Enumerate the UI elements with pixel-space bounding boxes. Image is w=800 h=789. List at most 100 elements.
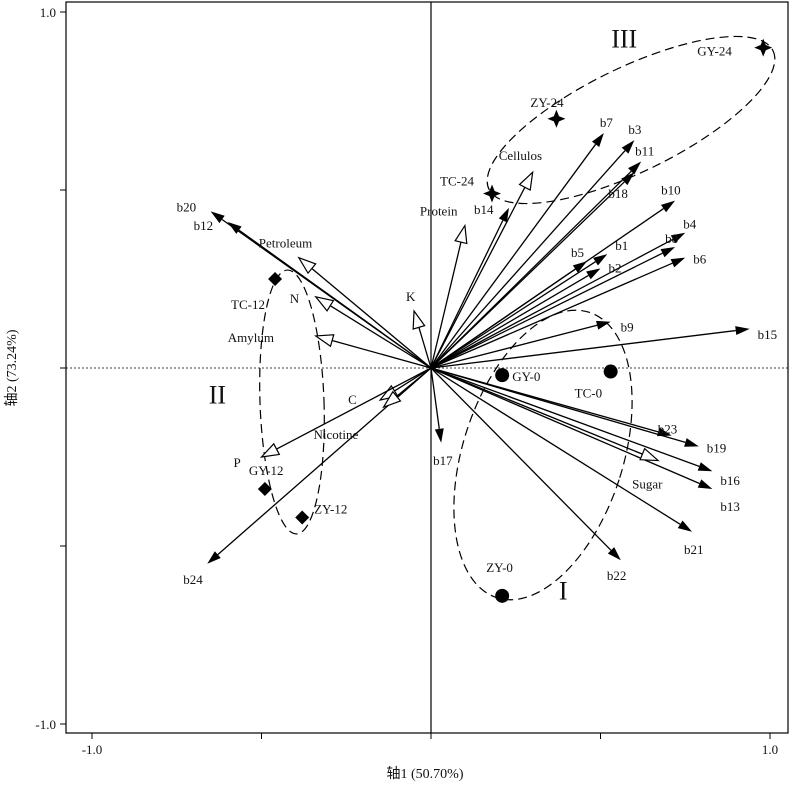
vector-arrowhead-b20 [210,211,225,224]
vector-arrowhead-b8 [660,246,676,258]
vector-arrowhead-b10 [660,200,676,213]
sample-marker-zy-24 [547,109,566,128]
env-vector-line-p [276,367,432,450]
env-vector-label-n: N [290,291,300,306]
vector-line-b3 [430,150,626,369]
vector-label-b11: b11 [635,144,654,159]
vector-label-b4: b4 [683,217,697,232]
vector-label-b16: b16 [720,473,740,488]
env-vector-line-sugar [430,367,643,455]
sample-label-zy-0: ZY-0 [486,560,513,575]
vector-arrowhead-b4 [670,232,686,244]
env-vector-line-cellulos [430,186,526,369]
x-tick-label: 1.0 [762,742,778,757]
vector-label-b20: b20 [177,199,197,214]
sample-label-gy-24: GY-24 [697,44,732,59]
env-vector-line-nicotine [396,367,432,397]
vector-arrowhead-b2 [586,268,601,280]
env-vector-label-cellulos: Cellulos [499,148,542,163]
env-vector-label-nicotine: Nicotine [314,427,359,442]
env-vector-line-n [329,305,432,369]
env-vector-arrowhead-n [314,295,335,312]
vector-label-b14: b14 [474,202,494,217]
vector-line-b9 [430,324,598,369]
env-vector-arrowhead-petroleum [297,256,317,275]
vector-label-b12: b12 [194,218,214,233]
env-vector-arrowhead-sugar [639,447,660,462]
vector-label-b17: b17 [433,453,453,468]
axis-ticks: -1.0 1.0 1.0 -1.0 [35,5,778,757]
sample-label-gy-12: GY-12 [249,463,284,478]
sample-marker-zy-0 [495,588,510,603]
vector-label-b8: b8 [665,231,678,246]
vector-arrowhead-b21 [677,520,693,532]
env-vector-label-p: P [234,455,241,470]
vector-arrowhead-b13 [697,479,713,490]
vector-arrowhead-b11 [628,161,642,175]
env-vector-label-k: K [406,289,416,304]
env-vector-line-protein [430,241,462,369]
vector-arrowhead-b7 [591,133,604,147]
vector-arrowhead-b15 [735,326,750,336]
env-vector-arrowhead-nicotine [382,390,402,409]
vector-line-b2 [430,274,589,369]
vector-line-b17 [430,367,440,429]
vector-arrowhead-b1 [593,254,608,266]
env-vector-label-petroleum: Petroleum [259,236,312,251]
y-tick-label: -1.0 [35,717,56,732]
vector-line-b24 [217,367,432,556]
sample-label-zy-12: ZY-12 [314,502,347,517]
vector-line-b16 [430,367,700,468]
vector-line-b8 [430,252,663,369]
sample-label-zy-24: ZY-24 [530,95,564,110]
vector-line-b21 [430,367,681,525]
vector-arrowhead-b23 [656,427,672,437]
env-vector-arrowhead-cellulos [518,170,534,191]
vector-line-b7 [430,143,597,369]
vector-line-b18 [430,181,625,369]
sample-marker-tc-12 [268,272,283,286]
x-tick-label: -1.0 [82,742,103,757]
y-tick-label: 1.0 [40,5,56,20]
vector-label-b19: b19 [707,440,727,455]
group-label-i: I [559,576,568,605]
vector-arrowhead-b17 [434,428,444,443]
vector-label-b7: b7 [600,115,614,130]
vector-label-b22: b22 [607,568,627,583]
y-axis-title: 轴2 (73.24%) [4,329,20,406]
sample-marker-tc-0 [603,364,618,379]
vector-label-b18: b18 [608,186,628,201]
group-label-ii: II [209,381,226,410]
vector-line-b14 [430,220,504,369]
vector-line-b23 [430,367,659,433]
vector-arrowhead-b14 [498,207,509,223]
sample-marker-gy-0 [495,368,510,383]
vector-label-b3: b3 [628,122,641,137]
group-iii-ellipse [486,35,776,205]
sample-label-gy-0: GY-0 [512,369,540,384]
sample-label-tc-0: TC-0 [575,386,602,401]
env-vector-arrowhead-protein [454,223,468,245]
vector-label-b15: b15 [758,327,778,342]
vector-line-b13 [430,367,700,485]
vector-line-b20 [221,218,432,369]
env-vector-arrowhead-amylum [314,334,335,348]
env-vector-arrowhead-p [259,442,281,458]
vector-arrowhead-b18 [621,172,635,186]
vector-label-b5: b5 [571,245,584,260]
vector-label-b10: b10 [661,183,681,198]
vector-label-b23: b23 [658,422,678,437]
env-vector-line-k [418,327,432,369]
sample-marker-gy-24 [754,38,773,57]
sample-marker-tc-24 [483,184,502,203]
vector-line-b10 [430,208,664,369]
sample-label-tc-24: TC-24 [440,174,474,189]
vector-arrowhead-b22 [607,547,621,561]
env-vector-arrowhead-k [412,309,426,330]
vector-arrowhead-b24 [207,551,221,564]
vector-label-b6: b6 [693,252,707,267]
vector-line-b15 [430,329,736,369]
vector-arrowhead-b6 [670,257,686,268]
vector-line-b6 [430,262,673,369]
